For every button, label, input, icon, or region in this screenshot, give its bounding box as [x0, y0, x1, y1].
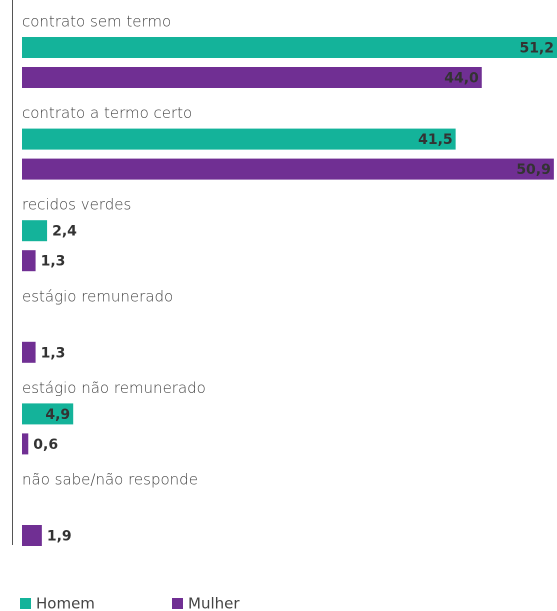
bar	[22, 128, 456, 150]
bar	[22, 158, 554, 180]
bar	[22, 525, 42, 546]
bar	[22, 37, 557, 58]
category-label: não sabe/não responde	[22, 471, 198, 489]
value-label: 1,3	[41, 345, 66, 361]
category-label: contrato a termo certo	[22, 104, 192, 122]
bar	[22, 220, 48, 242]
value-label: 0,6	[33, 437, 58, 453]
value-label: 44,0	[444, 71, 479, 87]
category-label: estágio remunerado	[22, 287, 173, 305]
bar	[22, 433, 29, 455]
legend-label: Mulher	[188, 595, 240, 611]
bar	[22, 341, 36, 363]
bar	[22, 403, 74, 425]
bar	[22, 250, 36, 272]
value-label: 4,9	[45, 407, 70, 423]
category-label: estágio não remunerado	[22, 379, 206, 397]
value-label: 51,2	[519, 41, 554, 57]
value-label: 41,5	[418, 132, 453, 148]
category-label: recidos verdes	[22, 196, 131, 214]
value-label: 1,9	[47, 529, 72, 545]
value-label: 1,3	[41, 254, 66, 270]
legend-label: Homem	[36, 595, 95, 611]
value-label: 50,9	[516, 162, 551, 178]
legend-swatch	[20, 598, 31, 609]
category-label: contrato sem termo	[22, 13, 171, 31]
legend-swatch	[172, 598, 183, 609]
value-label: 2,4	[52, 224, 77, 240]
bar	[22, 67, 482, 88]
